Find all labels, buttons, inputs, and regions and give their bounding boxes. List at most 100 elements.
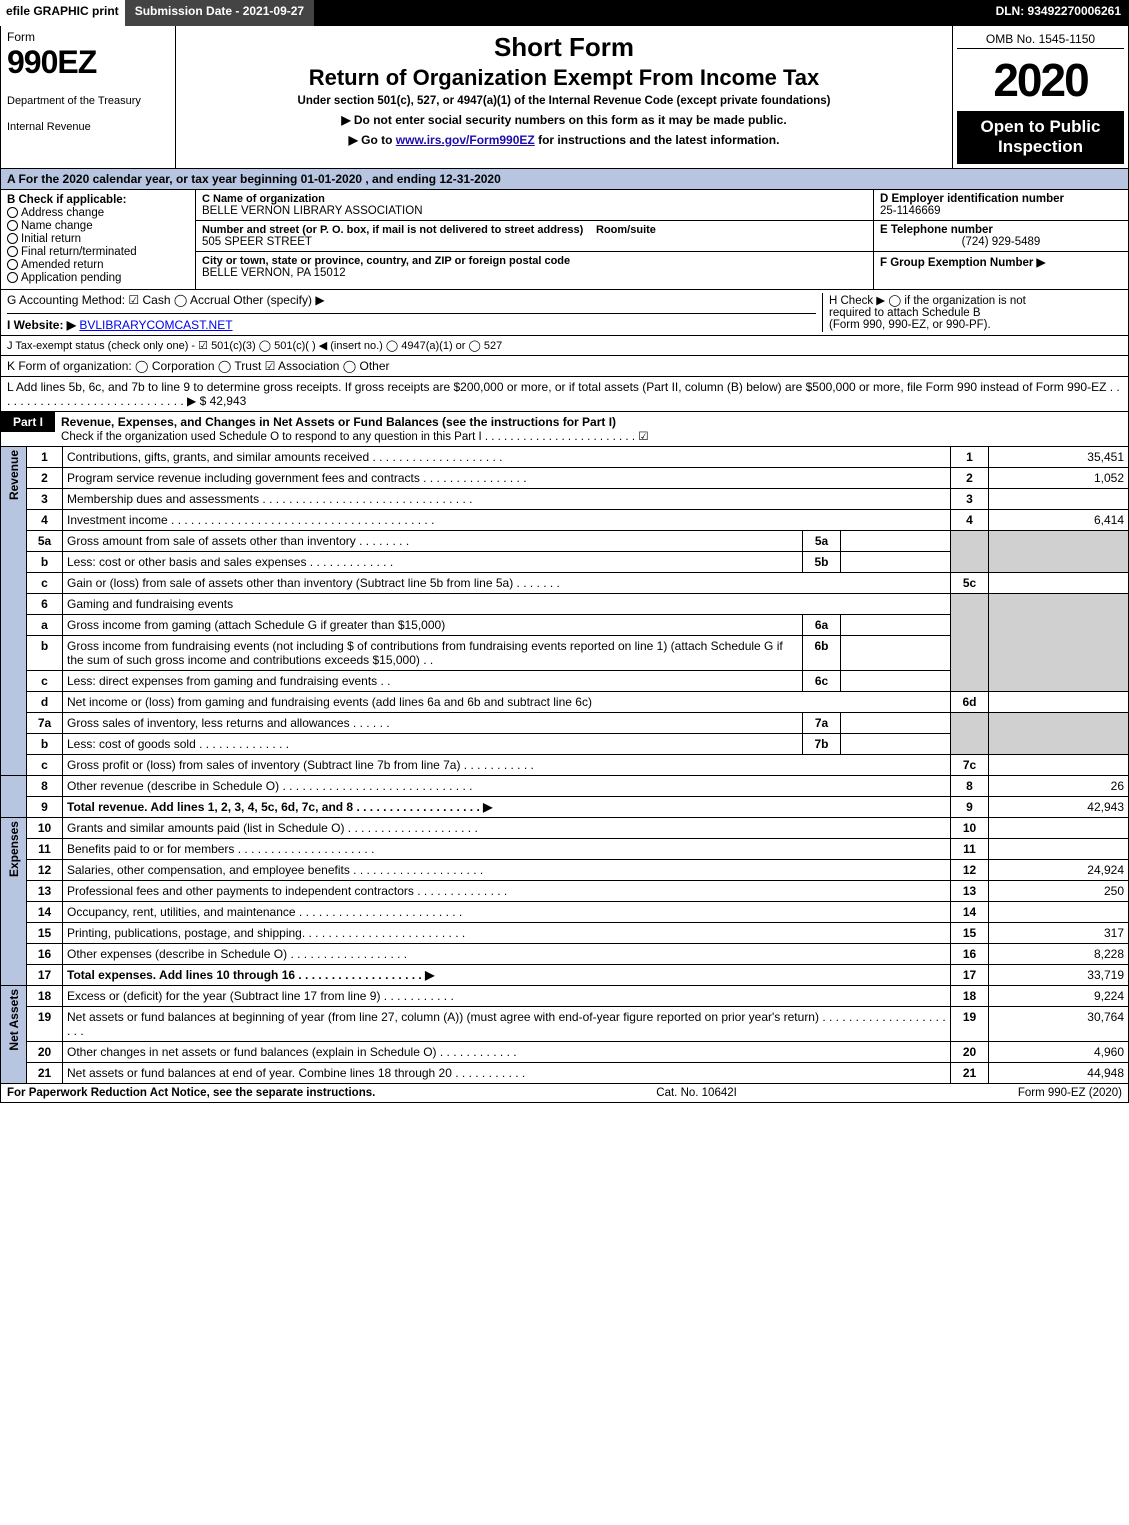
section-bcdef: B Check if applicable: Address change Na… [0, 190, 1129, 290]
footer-form: Form 990-EZ (2020) [1018, 1087, 1122, 1099]
section-def: D Employer identification number 25-1146… [873, 190, 1128, 289]
section-i: I Website: ▶ BVLIBRARYCOMCAST.NET [7, 318, 816, 332]
line-4-desc: Investment income . . . . . . . . . . . … [63, 509, 951, 530]
line-17-value: 33,719 [989, 964, 1129, 985]
d-value: 25-1146669 [880, 205, 941, 217]
line-20-value: 4,960 [989, 1041, 1129, 1062]
line-6b-desc: Gross income from fundraising events (no… [63, 635, 803, 670]
irs-link[interactable]: www.irs.gov/Form990EZ [396, 133, 535, 147]
c-name-label: C Name of organization [202, 193, 325, 205]
line-6c-value [841, 670, 951, 691]
header-mid: Short Form Return of Organization Exempt… [176, 26, 953, 168]
efile-label: efile GRAPHIC print [0, 0, 125, 26]
line-7c-value [989, 754, 1129, 775]
line-19-value: 30,764 [989, 1006, 1129, 1041]
form-number: 990EZ [7, 44, 169, 81]
line-6-desc: Gaming and fundraising events [63, 593, 951, 614]
line-1-value: 35,451 [989, 447, 1129, 468]
c-street-label: Number and street (or P. O. box, if mail… [202, 224, 583, 236]
revenue-table: Revenue 1 Contributions, gifts, grants, … [0, 447, 1129, 818]
line-9-value: 42,943 [989, 796, 1129, 817]
org-street: 505 SPEER STREET [202, 236, 312, 248]
line-5c-desc: Gain or (loss) from sale of assets other… [63, 572, 951, 593]
expenses-side-label: Expenses [1, 818, 27, 986]
line-6a-value [841, 614, 951, 635]
page-footer: For Paperwork Reduction Act Notice, see … [0, 1084, 1129, 1103]
line-20-desc: Other changes in net assets or fund bala… [63, 1041, 951, 1062]
section-l: L Add lines 5b, 6c, and 7b to line 9 to … [0, 377, 1129, 412]
line-16-value: 8,228 [989, 943, 1129, 964]
open-to-public: Open to Public Inspection [957, 111, 1124, 164]
line-10-desc: Grants and similar amounts paid (list in… [63, 818, 951, 839]
chk-address-change[interactable]: Address change [7, 207, 189, 219]
line-18-value: 9,224 [989, 986, 1129, 1007]
section-h-1: H Check ▶ ◯ if the organization is not [829, 293, 1122, 307]
line-5b-desc: Less: cost or other basis and sales expe… [63, 551, 803, 572]
line-21-value: 44,948 [989, 1062, 1129, 1083]
line-8-desc: Other revenue (describe in Schedule O) .… [63, 775, 951, 796]
line-19-desc: Net assets or fund balances at beginning… [63, 1006, 951, 1041]
footer-left: For Paperwork Reduction Act Notice, see … [7, 1087, 375, 1099]
section-j: J Tax-exempt status (check only one) - ☑… [0, 336, 1129, 356]
note-ssn: ▶ Do not enter social security numbers o… [184, 113, 944, 127]
line-7b-value [841, 733, 951, 754]
section-l-value: 42,943 [210, 394, 247, 408]
line-12-desc: Salaries, other compensation, and employ… [63, 859, 951, 880]
line-10-value [989, 818, 1129, 839]
title-short-form: Short Form [184, 32, 944, 63]
line-16-desc: Other expenses (describe in Schedule O) … [63, 943, 951, 964]
form-header: Form 990EZ Department of the Treasury In… [0, 26, 1129, 169]
line-5c-value [989, 572, 1129, 593]
line-2-value: 1,052 [989, 467, 1129, 488]
line-7a-desc: Gross sales of inventory, less returns a… [63, 712, 803, 733]
website-link[interactable]: BVLIBRARYCOMCAST.NET [79, 318, 232, 332]
line-4-value: 6,414 [989, 509, 1129, 530]
section-a: A For the 2020 calendar year, or tax yea… [0, 169, 1129, 190]
section-b-label: B Check if applicable: [7, 194, 189, 206]
section-c: C Name of organization BELLE VERNON LIBR… [196, 190, 873, 289]
revenue-side-label: Revenue [1, 447, 27, 776]
chk-amended-return[interactable]: Amended return [7, 259, 189, 271]
line-5a-value [841, 530, 951, 551]
section-h-2: required to attach Schedule B [829, 307, 1122, 319]
section-g: G Accounting Method: ☑ Cash ◯ Accrual Ot… [7, 293, 816, 314]
omb-number: OMB No. 1545-1150 [957, 30, 1124, 49]
chk-initial-return[interactable]: Initial return [7, 233, 189, 245]
net-assets-side-label: Net Assets [1, 986, 27, 1084]
dln: DLN: 93492270006261 [988, 0, 1129, 26]
line-15-value: 317 [989, 922, 1129, 943]
line-6c-desc: Less: direct expenses from gaming and fu… [63, 670, 803, 691]
section-b: B Check if applicable: Address change Na… [1, 190, 196, 289]
line-21-desc: Net assets or fund balances at end of ye… [63, 1062, 951, 1083]
line-17-desc: Total expenses. Add lines 10 through 16 … [63, 964, 951, 985]
line-7b-desc: Less: cost of goods sold . . . . . . . .… [63, 733, 803, 754]
line-12-value: 24,924 [989, 859, 1129, 880]
chk-name-change[interactable]: Name change [7, 220, 189, 232]
line-2-desc: Program service revenue including govern… [63, 467, 951, 488]
line-3-desc: Membership dues and assessments . . . . … [63, 488, 951, 509]
chk-final-return[interactable]: Final return/terminated [7, 246, 189, 258]
header-right: OMB No. 1545-1150 2020 Open to Public In… [953, 26, 1128, 168]
net-assets-table: Net Assets 18 Excess or (deficit) for th… [0, 986, 1129, 1084]
c-room-label: Room/suite [596, 224, 656, 236]
line-15-desc: Printing, publications, postage, and shi… [63, 922, 951, 943]
note-link-suffix: for instructions and the latest informat… [535, 133, 780, 147]
f-label: F Group Exemption Number ▶ [880, 257, 1045, 269]
dept-irs: Internal Revenue [7, 121, 169, 133]
expenses-table: Expenses 10 Grants and similar amounts p… [0, 818, 1129, 986]
note-link-prefix: ▶ Go to [349, 133, 396, 147]
line-9-desc: Total revenue. Add lines 1, 2, 3, 4, 5c,… [63, 796, 951, 817]
line-18-desc: Excess or (deficit) for the year (Subtra… [63, 986, 951, 1007]
footer-cat: Cat. No. 10642I [656, 1087, 737, 1099]
line-6a-desc: Gross income from gaming (attach Schedul… [63, 614, 803, 635]
section-i-prefix: I Website: ▶ [7, 318, 76, 332]
line-13-desc: Professional fees and other payments to … [63, 880, 951, 901]
dept-treasury: Department of the Treasury [7, 95, 169, 107]
note-link: ▶ Go to www.irs.gov/Form990EZ for instru… [184, 133, 944, 147]
line-11-value [989, 838, 1129, 859]
part-1-sub: Check if the organization used Schedule … [61, 431, 649, 443]
chk-application-pending[interactable]: Application pending [7, 272, 189, 284]
line-8-value: 26 [989, 775, 1129, 796]
tax-year: 2020 [957, 49, 1124, 111]
section-gh: G Accounting Method: ☑ Cash ◯ Accrual Ot… [0, 290, 1129, 336]
